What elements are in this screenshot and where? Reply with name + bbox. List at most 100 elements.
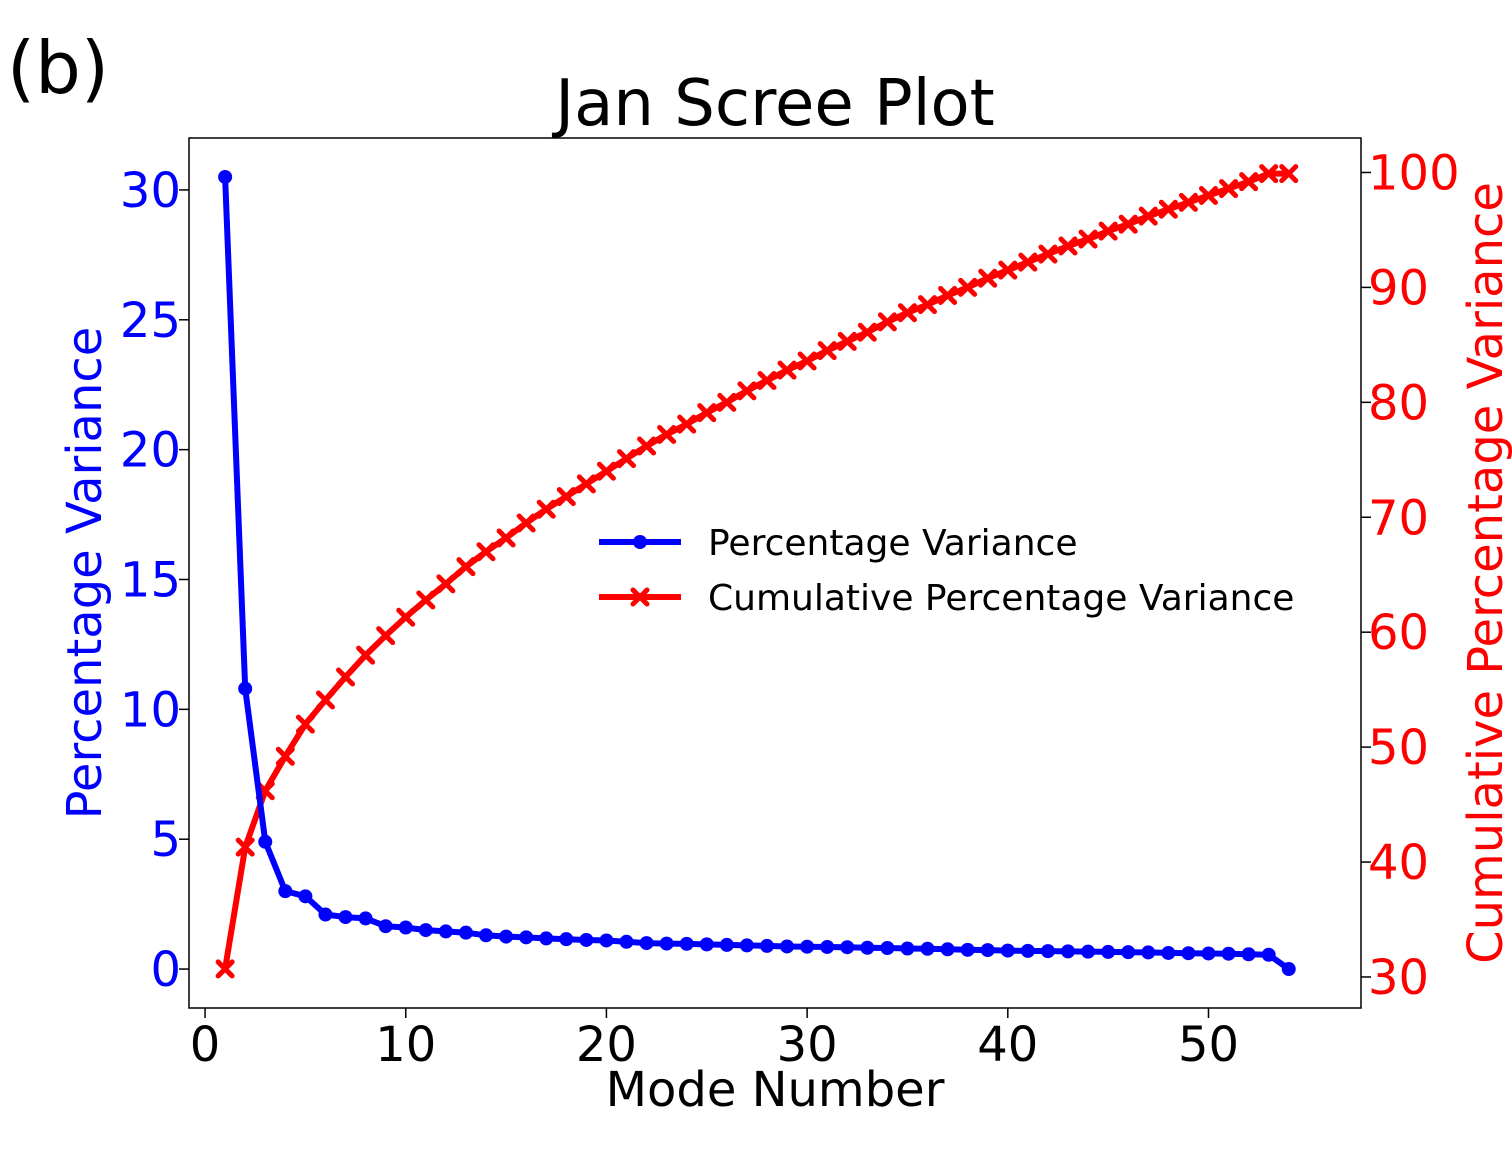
data-point-percentage-variance xyxy=(1241,947,1256,962)
data-point-cumulative-percentage-variance xyxy=(1138,206,1158,226)
data-point-percentage-variance xyxy=(479,928,494,943)
left-y-tick-label: 20 xyxy=(120,423,181,479)
data-point-percentage-variance xyxy=(840,940,855,955)
data-point-percentage-variance xyxy=(318,907,333,922)
data-point-cumulative-percentage-variance xyxy=(657,425,677,445)
data-point-cumulative-percentage-variance xyxy=(616,449,636,469)
data-point-percentage-variance xyxy=(759,938,774,953)
data-point-percentage-variance xyxy=(539,931,554,946)
data-point-cumulative-percentage-variance xyxy=(677,414,697,434)
data-point-percentage-variance xyxy=(1040,944,1055,959)
data-point-percentage-variance xyxy=(398,920,413,935)
data-point-cumulative-percentage-variance xyxy=(556,487,576,507)
data-point-percentage-variance xyxy=(559,932,574,947)
data-point-cumulative-percentage-variance xyxy=(1279,164,1299,184)
data-point-cumulative-percentage-variance xyxy=(275,746,295,766)
series-line-cumulative-percentage-variance xyxy=(222,170,1289,970)
data-point-cumulative-percentage-variance xyxy=(737,381,757,401)
left-y-axis-ticks: 0 5 10 15 20 25 30 xyxy=(120,163,189,998)
left-y-tick-label: 25 xyxy=(120,293,181,349)
data-point-cumulative-percentage-variance xyxy=(476,542,496,562)
data-point-percentage-variance xyxy=(800,939,815,954)
data-point-cumulative-percentage-variance xyxy=(918,295,938,315)
data-point-percentage-variance xyxy=(920,941,935,956)
data-point-percentage-variance xyxy=(1161,945,1176,960)
data-point-percentage-variance xyxy=(659,936,674,951)
data-point-percentage-variance xyxy=(619,934,634,949)
right-y-tick-label: 40 xyxy=(1368,835,1429,891)
right-y-axis-label: Cumulative Percentage Variance xyxy=(1458,182,1512,964)
data-point-percentage-variance xyxy=(780,939,795,954)
data-point-percentage-variance xyxy=(378,919,393,934)
data-point-percentage-variance xyxy=(1221,946,1236,961)
data-point-cumulative-percentage-variance xyxy=(717,392,737,412)
data-point-cumulative-percentage-variance xyxy=(697,403,717,423)
data-point-cumulative-percentage-variance xyxy=(416,590,436,610)
data-point-cumulative-percentage-variance xyxy=(978,268,998,288)
data-point-cumulative-percentage-variance xyxy=(376,626,396,646)
data-point-cumulative-percentage-variance xyxy=(837,331,857,351)
data-point-cumulative-percentage-variance xyxy=(1118,214,1138,234)
data-point-percentage-variance xyxy=(1201,946,1216,961)
data-point-cumulative-percentage-variance xyxy=(877,312,897,332)
data-point-cumulative-percentage-variance xyxy=(637,436,657,456)
right-y-axis-ticks: 30 40 50 60 70 80 90 100 xyxy=(1361,145,1460,1006)
data-point-cumulative-percentage-variance xyxy=(958,277,978,297)
data-point-percentage-variance xyxy=(719,937,734,952)
legend-marker-percentage-variance xyxy=(633,535,647,549)
data-point-cumulative-percentage-variance xyxy=(897,303,917,323)
data-point-percentage-variance xyxy=(1000,943,1015,958)
data-point-cumulative-percentage-variance xyxy=(536,499,556,519)
data-point-cumulative-percentage-variance xyxy=(797,351,817,371)
legend: Percentage Variance Cumulative Percentag… xyxy=(599,523,1294,619)
x-tick-label: 10 xyxy=(375,1017,436,1073)
left-y-tick-label: 5 xyxy=(150,812,181,868)
data-point-percentage-variance xyxy=(699,937,714,952)
data-point-percentage-variance xyxy=(739,938,754,953)
right-y-tick-label: 30 xyxy=(1368,950,1429,1006)
data-point-percentage-variance xyxy=(599,933,614,948)
data-point-cumulative-percentage-variance xyxy=(1259,164,1279,184)
data-point-percentage-variance xyxy=(820,939,835,954)
data-point-cumulative-percentage-variance xyxy=(757,370,777,390)
data-point-cumulative-percentage-variance xyxy=(295,714,315,734)
data-point-cumulative-percentage-variance xyxy=(396,607,416,627)
data-point-percentage-variance xyxy=(1121,945,1136,960)
series-layer xyxy=(215,164,1299,979)
data-point-percentage-variance xyxy=(258,834,273,849)
x-axis-label: Mode Number xyxy=(606,1062,945,1118)
x-tick-label: 40 xyxy=(977,1017,1038,1073)
x-tick-label: 0 xyxy=(190,1017,221,1073)
data-point-cumulative-percentage-variance xyxy=(998,260,1018,280)
left-y-axis-label: Percentage Variance xyxy=(57,327,113,820)
x-axis-ticks: 0 10 20 30 40 50 xyxy=(190,1008,1239,1073)
data-point-cumulative-percentage-variance xyxy=(777,360,797,380)
data-point-cumulative-percentage-variance xyxy=(1078,229,1098,249)
data-point-percentage-variance xyxy=(1101,944,1116,959)
data-point-percentage-variance xyxy=(960,942,975,957)
data-point-percentage-variance xyxy=(1061,944,1075,959)
data-point-percentage-variance xyxy=(679,936,694,951)
data-point-percentage-variance xyxy=(358,911,373,926)
data-point-percentage-variance xyxy=(880,941,895,956)
data-point-cumulative-percentage-variance xyxy=(356,645,376,665)
data-point-cumulative-percentage-variance xyxy=(1098,221,1118,241)
data-point-percentage-variance xyxy=(458,925,473,940)
data-point-cumulative-percentage-variance xyxy=(436,574,456,594)
legend-label-percentage-variance: Percentage Variance xyxy=(708,523,1077,564)
data-point-percentage-variance xyxy=(1020,943,1035,958)
data-point-cumulative-percentage-variance xyxy=(596,461,616,481)
left-y-tick-label: 10 xyxy=(120,682,181,738)
data-point-cumulative-percentage-variance xyxy=(315,690,335,710)
plot-frame xyxy=(188,137,1362,1009)
data-point-cumulative-percentage-variance xyxy=(1198,185,1218,205)
data-point-percentage-variance xyxy=(519,930,534,945)
data-point-cumulative-percentage-variance xyxy=(1219,179,1239,199)
right-y-tick-label: 50 xyxy=(1368,720,1429,776)
data-point-cumulative-percentage-variance xyxy=(456,557,476,577)
data-point-percentage-variance xyxy=(980,943,995,958)
data-point-percentage-variance xyxy=(1261,947,1276,962)
left-y-tick-label: 15 xyxy=(120,552,181,608)
series-line-percentage-variance xyxy=(222,176,1291,972)
